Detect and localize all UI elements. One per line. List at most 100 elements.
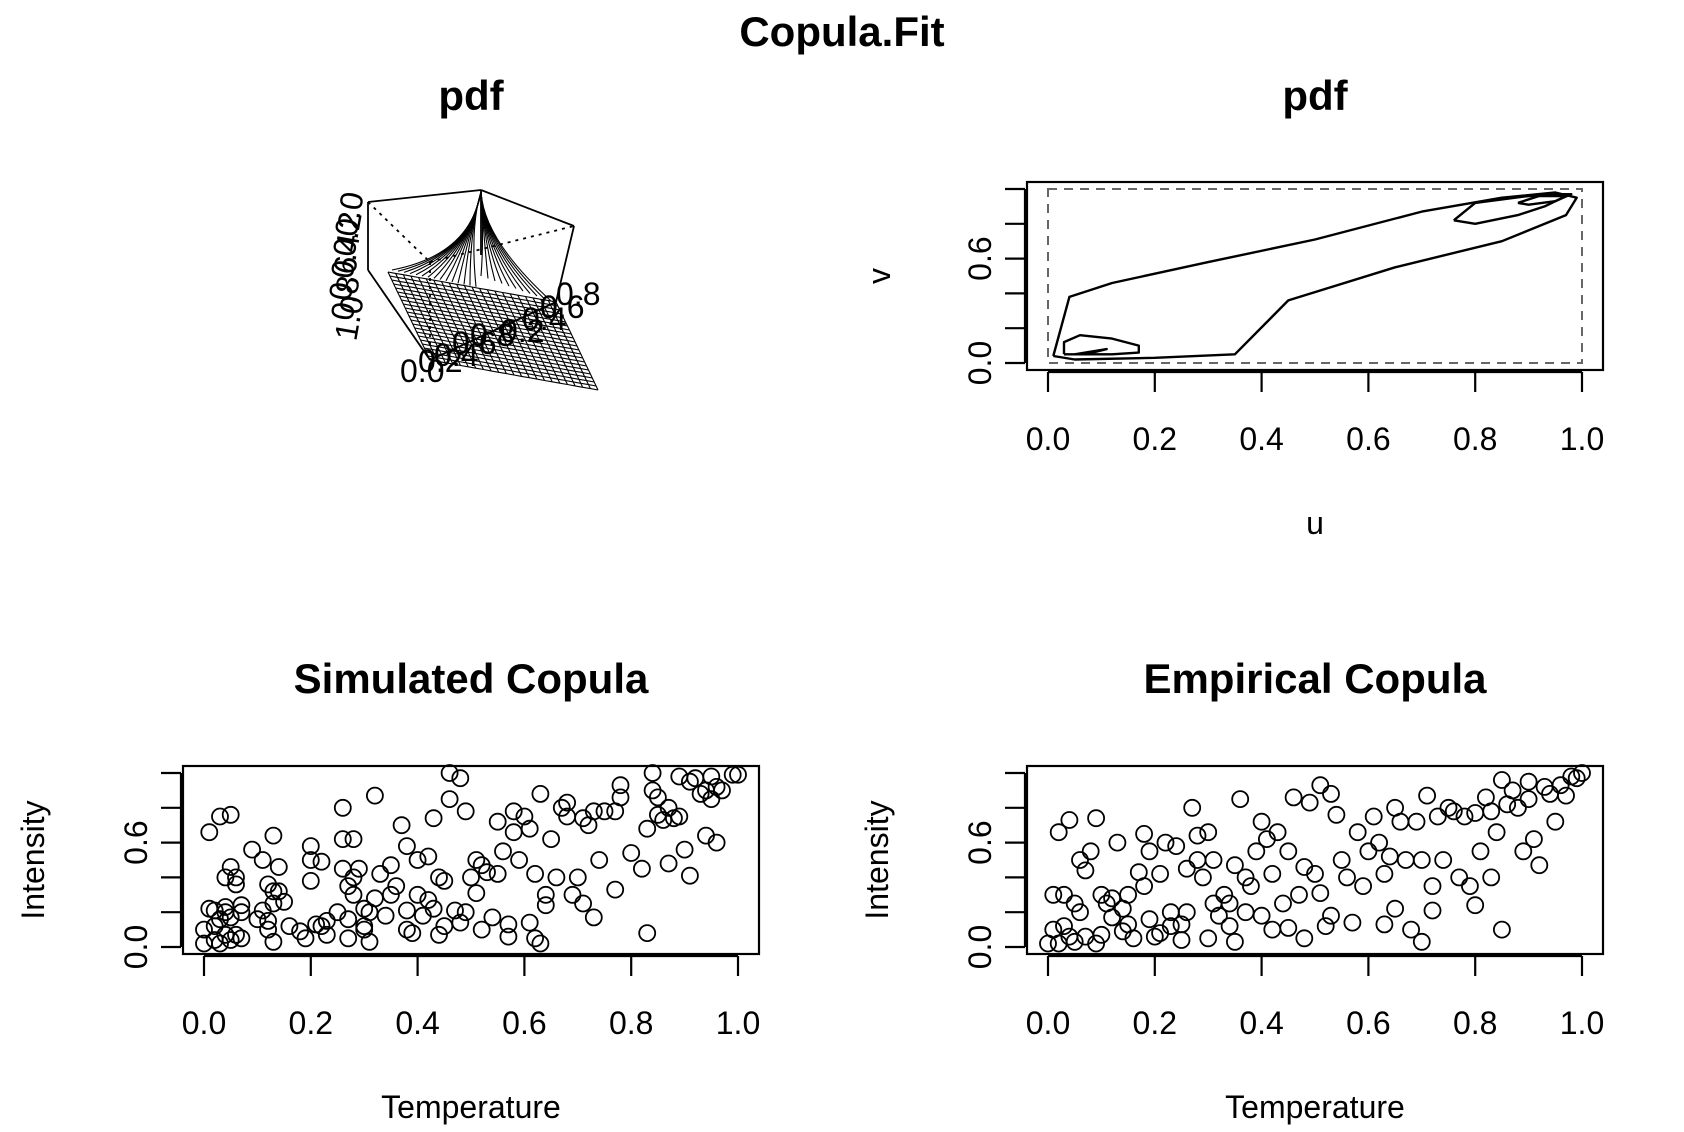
simulated-point — [643, 764, 662, 782]
simulated-point — [275, 892, 294, 911]
empirical-point — [1103, 908, 1121, 927]
contour-x-label: u — [1306, 505, 1324, 541]
simulated-point — [381, 856, 400, 875]
simulated-point — [200, 823, 219, 842]
simulated-point — [504, 802, 523, 821]
simulated-point — [574, 894, 592, 913]
empirical-point — [1450, 868, 1469, 887]
persp-wire — [547, 300, 591, 389]
simulated-point — [563, 885, 582, 904]
empirical-point — [1503, 781, 1522, 800]
empirical-point — [1199, 823, 1218, 842]
empirical-point — [1167, 837, 1186, 855]
empirical-point — [1327, 805, 1346, 824]
simulated-point — [344, 830, 363, 848]
simulated-point — [552, 798, 571, 817]
simulated-point — [649, 788, 667, 807]
empirical-point — [1386, 899, 1404, 918]
simulated-point — [606, 880, 625, 899]
empirical-point — [1391, 812, 1410, 831]
simulated-point — [488, 812, 507, 831]
simulated-point — [536, 896, 555, 915]
persp-wire — [448, 282, 492, 372]
persp-box-edge — [480, 189, 575, 227]
simulated-point — [526, 929, 544, 948]
simulated-point — [419, 847, 438, 866]
simulated-point — [232, 903, 251, 922]
simulated-point — [472, 920, 491, 939]
empirical-points — [1039, 764, 1591, 953]
persp-peak-wire — [480, 191, 552, 302]
persp-box-edge — [367, 269, 431, 361]
persp-wire — [555, 301, 599, 391]
simulated-point — [339, 877, 358, 895]
simulated-point — [221, 858, 240, 876]
persp-garbled-labels: 0.00.20.40.60.80.20.40.60.80.00.20.40.60… — [322, 189, 601, 389]
empirical-point — [1135, 877, 1153, 895]
empirical-point — [1343, 913, 1362, 932]
simulated-point — [451, 769, 470, 788]
empirical-point — [1135, 825, 1153, 843]
contour-title: pdf — [1282, 72, 1348, 119]
empirical-point — [1412, 932, 1431, 951]
empirical-point — [1402, 920, 1420, 939]
empirical-point — [1194, 868, 1212, 887]
simulated-point — [339, 910, 358, 929]
empirical-x-axis: 0.0 0.2 0.4 0.6 0.8 1.0 — [1026, 954, 1604, 1041]
empirical-point — [1444, 802, 1463, 821]
empirical-point — [1290, 885, 1308, 904]
persp-peak-wire — [473, 191, 482, 287]
simulated-point — [520, 819, 539, 838]
simulated-point — [456, 903, 475, 922]
empirical-point — [1295, 929, 1314, 948]
contour-lines — [1052, 191, 1578, 361]
contour-y-label: v — [861, 268, 897, 284]
empirical-point — [1108, 833, 1127, 852]
empirical-x-tick-label: 0.2 — [1133, 1005, 1177, 1041]
simulated-point — [312, 917, 331, 935]
empirical-x-tick-label: 0.8 — [1453, 1005, 1497, 1041]
contour-x-tick-label: 0.4 — [1239, 421, 1283, 457]
empirical-x-label: Temperature — [1225, 1089, 1405, 1125]
simulated-point — [691, 785, 710, 803]
simulated-point — [483, 908, 502, 927]
simulated-x-tick-label: 1.0 — [716, 1005, 760, 1041]
persp-wire — [509, 293, 553, 383]
simulated-point — [558, 793, 576, 812]
simulated-point — [584, 908, 603, 927]
contour-line — [1453, 194, 1568, 225]
empirical-point — [1060, 811, 1079, 829]
simulated-point — [702, 790, 721, 808]
persp-wire — [494, 290, 538, 380]
simulated-point — [264, 882, 283, 901]
empirical-point — [1177, 859, 1196, 878]
simulated-point — [371, 865, 390, 883]
simulated-title: Simulated Copula — [294, 655, 649, 702]
simulated-point — [430, 925, 448, 944]
simulated-point — [211, 807, 229, 826]
simulated-point — [259, 920, 278, 939]
persp-tick-label: 0.4 — [324, 231, 367, 281]
simulated-point — [547, 868, 566, 887]
empirical-point — [1263, 920, 1282, 939]
persp-wire — [486, 289, 530, 378]
empirical-point — [1567, 769, 1586, 788]
empirical-point — [1423, 877, 1442, 895]
simulated-point — [675, 840, 694, 859]
simulated-point — [227, 868, 245, 887]
contour-unit-square — [1047, 188, 1583, 364]
simulated-point — [510, 851, 528, 869]
contour-x-axis: 0.0 0.2 0.4 0.6 0.8 1.0 — [1026, 370, 1604, 457]
empirical-point — [1049, 823, 1068, 842]
empirical-point — [1482, 868, 1501, 887]
simulated-point — [365, 786, 384, 805]
simulated-point — [221, 908, 240, 927]
contour-line — [1052, 191, 1578, 361]
empirical-point — [1493, 771, 1511, 789]
empirical-point — [1204, 851, 1223, 869]
simulated-point — [259, 912, 278, 930]
empirical-point — [1557, 786, 1575, 805]
simulated-point — [707, 778, 726, 796]
persp-tick-label: 0.8 — [470, 317, 514, 353]
empirical-point — [1332, 851, 1351, 869]
